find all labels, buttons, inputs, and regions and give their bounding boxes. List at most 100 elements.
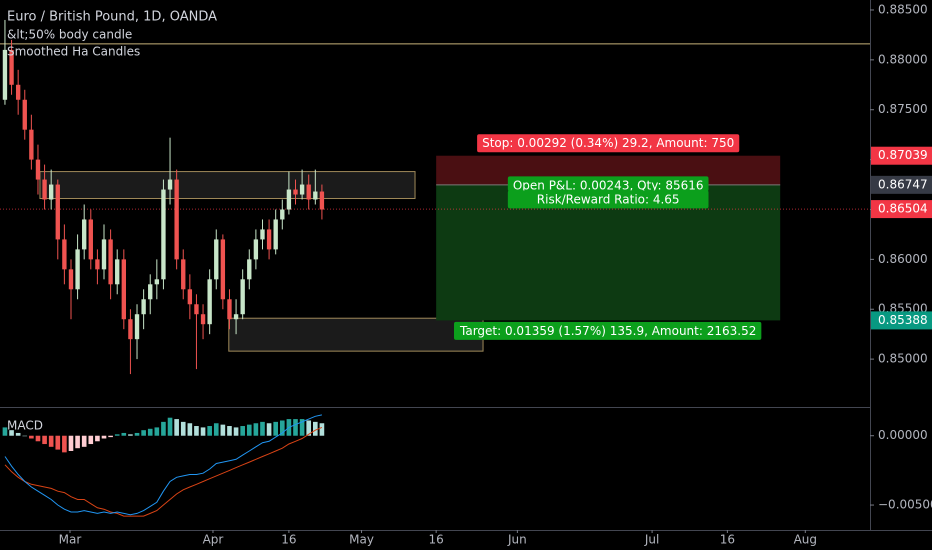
candle-body xyxy=(266,229,272,250)
macd-histogram-bar xyxy=(279,420,285,436)
candle-body xyxy=(167,179,173,190)
macd-histogram-bar xyxy=(141,430,146,436)
y-tick-label: 0.87500 xyxy=(878,102,928,116)
macd-histogram-bar xyxy=(213,423,219,436)
indicator-name: Smoothed Ha Candles xyxy=(7,45,140,59)
candle-body xyxy=(15,84,21,100)
x-tick-label: May xyxy=(349,533,374,547)
stop-label: Stop: 0.00292 (0.34%) 29.2, Amount: 750 xyxy=(477,134,740,153)
macd-histogram-bar xyxy=(134,432,140,436)
macd-histogram-bar xyxy=(95,435,100,442)
price-mark-box xyxy=(871,175,932,194)
price-mark-box xyxy=(871,146,932,165)
candle-body xyxy=(68,269,74,290)
macd-histogram-bar xyxy=(246,424,252,436)
candle-body xyxy=(101,239,107,270)
candle-body xyxy=(35,159,41,180)
macd-histogram-bar xyxy=(220,424,226,436)
candle-body xyxy=(227,299,232,320)
macd-histogram-bar xyxy=(233,427,239,436)
candle-body xyxy=(2,49,8,100)
macd-histogram-bar xyxy=(48,435,54,447)
macd-histogram-bar xyxy=(108,435,113,438)
macd-histogram-bar xyxy=(161,421,166,436)
candle-body xyxy=(55,184,60,240)
indicator-name: &lt;50% body candle xyxy=(7,28,132,42)
candle-body xyxy=(128,319,133,340)
candle-body xyxy=(200,314,206,325)
candle-body xyxy=(240,279,245,315)
candle-body xyxy=(194,304,199,315)
candle-body xyxy=(42,179,47,200)
macd-histogram-bar xyxy=(273,421,279,436)
macd-histogram-bar xyxy=(128,434,133,436)
indicator-name: MACD xyxy=(7,419,43,433)
candle-body xyxy=(306,184,311,200)
ratio-label-box xyxy=(507,190,709,209)
price-mark-label: 0.86504 xyxy=(878,202,928,216)
y-tick-label: 0.85000 xyxy=(878,352,928,366)
candle-body xyxy=(187,289,193,305)
candle-body xyxy=(82,219,87,250)
candle-body xyxy=(108,239,113,285)
macd-histogram-bar xyxy=(253,423,259,436)
price-mark-label: 0.86747 xyxy=(878,177,928,191)
candle-body xyxy=(260,229,265,240)
drawn-rectangle xyxy=(228,317,484,352)
macd-histogram-bar xyxy=(75,435,80,449)
candle-body xyxy=(207,279,212,325)
ratio-label: Risk/Reward Ratio: 4.65 xyxy=(507,190,709,209)
y-tick-label: −0.00500 xyxy=(878,498,932,512)
macd-histogram-bar xyxy=(260,421,265,436)
x-tick-label: Jul xyxy=(644,533,659,547)
macd-histogram-bar xyxy=(42,435,47,445)
stop-label-text: Stop: 0.00292 (0.34%) 29.2, Amount: 750 xyxy=(482,136,734,150)
macd-histogram-bar xyxy=(147,428,153,436)
x-tick-label: 16 xyxy=(720,533,735,547)
candle-body xyxy=(253,239,259,260)
macd-histogram-bar xyxy=(29,435,34,439)
candle-body xyxy=(161,189,166,280)
ratio-label-text: Risk/Reward Ratio: 4.65 xyxy=(537,192,680,206)
drawn-rectangle xyxy=(39,171,416,200)
macd-histogram-bar xyxy=(114,434,120,436)
x-tick-label: Aug xyxy=(794,533,817,547)
candle-body xyxy=(29,129,34,160)
target-label-text: Target: 0.01359 (1.57%) 135.9, Amount: 2… xyxy=(459,324,756,338)
macd-line xyxy=(4,414,323,516)
macd-histogram-bar xyxy=(240,426,245,436)
macd-histogram-bar xyxy=(266,423,272,436)
macd-histogram-bar xyxy=(227,426,232,436)
candle-body xyxy=(181,259,186,290)
macd-histogram-bar xyxy=(200,427,206,436)
macd-histogram-bar xyxy=(154,427,160,436)
y-tick-label: 0.88500 xyxy=(878,2,928,16)
macd-histogram-bar xyxy=(194,426,199,436)
signal-line xyxy=(4,426,323,517)
candle-body xyxy=(273,219,278,250)
candle-body xyxy=(293,189,298,195)
candle-body xyxy=(220,239,226,300)
target-label: Target: 0.01359 (1.57%) 135.9, Amount: 2… xyxy=(454,321,762,340)
price-mark-box xyxy=(871,200,932,219)
candle-body xyxy=(319,191,325,210)
candle-body xyxy=(299,184,305,195)
candle-body xyxy=(148,284,153,300)
macd-histogram-bar xyxy=(9,430,14,436)
candle-body xyxy=(286,189,292,210)
price-mark-box xyxy=(871,311,932,330)
macd-histogram-bar xyxy=(35,435,41,442)
macd-histogram-bar xyxy=(313,421,318,436)
macd-histogram-bar xyxy=(187,423,193,436)
macd-histogram-bar xyxy=(2,427,8,436)
macd-histogram-bar xyxy=(101,435,107,439)
chart-title: Euro / British Pound, 1D, OANDA xyxy=(7,10,217,25)
candle-body xyxy=(88,219,93,260)
macd-histogram-bar xyxy=(319,423,325,436)
candle-body xyxy=(141,299,146,315)
candle-body xyxy=(134,314,140,340)
macd-histogram-bar xyxy=(180,421,186,436)
candle-body xyxy=(121,259,126,320)
candle-body xyxy=(247,259,252,280)
